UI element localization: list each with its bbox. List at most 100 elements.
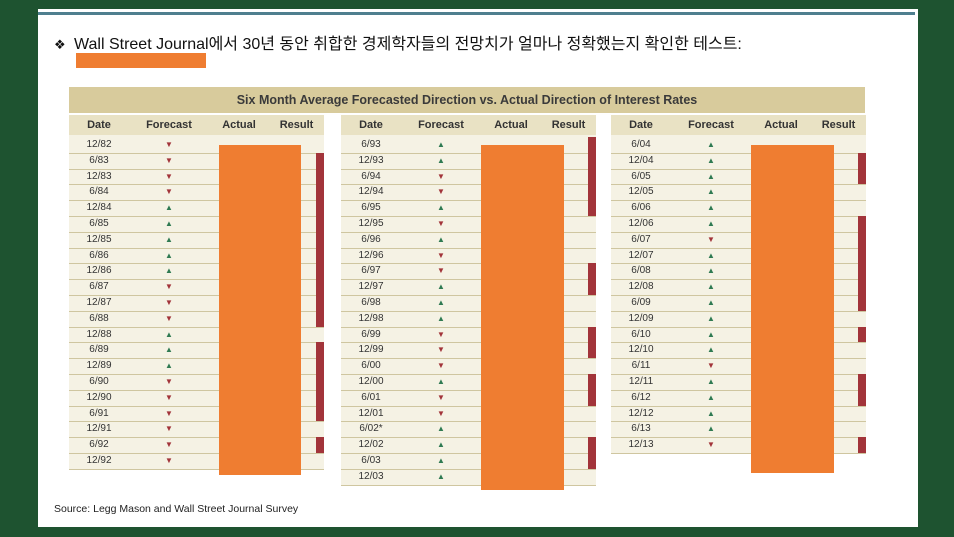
date-cell: 12/90 [86,391,112,403]
table-row: 12/96 ▼ [341,248,596,265]
table-row: 6/11 ▼ [611,358,866,375]
result-bar [588,374,596,406]
header-forecast: Forecast [688,119,734,131]
down-arrow-icon: ▼ [437,345,445,355]
up-arrow-icon: ▲ [707,282,715,292]
table-row: 12/12 ▲ [611,406,866,423]
table-row: 12/01 ▼ [341,406,596,423]
date-cell: 12/04 [628,154,654,166]
date-cell: 6/10 [631,328,651,340]
table-row: 12/03 ▲ [341,469,596,486]
down-arrow-icon: ▼ [165,424,173,434]
table-row: 6/10 ▲ [611,327,866,344]
header-date: Date [629,119,653,131]
date-cell: 6/90 [89,376,109,387]
heading-text: Wall Street Journal에서 30년 동안 취합한 경제학자들의 … [74,36,742,53]
date-cell: 6/13 [631,423,651,435]
date-cell: 12/97 [358,281,384,293]
header-actual: Actual [494,119,528,131]
date-cell: 6/05 [631,170,651,182]
date-cell: 6/01 [361,391,381,403]
table-row: 12/85 ▲ [69,232,324,249]
date-cell: 6/92 [89,439,109,451]
date-cell: 12/93 [358,154,384,166]
result-bar [588,137,596,216]
date-cell: 6/03 [361,455,381,466]
date-cell: 6/95 [361,202,381,214]
down-arrow-icon: ▼ [165,187,173,197]
table-row: 6/99 ▼ [341,327,596,344]
date-cell: 6/86 [89,249,109,261]
date-cell: 12/09 [628,312,654,324]
table-row: 12/98 ▲ [341,311,596,328]
column-header: Date Forecast Actual Result [69,115,324,135]
table-row: 12/06 ▲ [611,216,866,233]
date-cell: 6/88 [89,312,109,324]
down-arrow-icon: ▼ [437,361,445,371]
down-arrow-icon: ▼ [437,219,445,228]
up-arrow-icon: ▲ [165,361,173,371]
up-arrow-icon: ▲ [437,298,445,307]
down-arrow-icon: ▼ [165,171,173,181]
table-row: 6/94 ▼ [341,169,596,186]
table-row: 12/11 ▲ [611,374,866,391]
up-arrow-icon: ▲ [437,140,445,149]
down-arrow-icon: ▼ [165,298,173,307]
up-arrow-icon: ▲ [707,377,715,386]
table-row: 6/12 ▲ [611,390,866,407]
table-row: 12/92 ▼ [69,453,324,470]
table-row: 12/83 ▼ [69,169,324,186]
result-bar [588,263,596,295]
date-cell: 12/12 [628,407,654,419]
date-cell: 6/02* [359,423,383,435]
date-cell: 6/85 [89,218,109,229]
table-row: 6/98 ▲ [341,295,596,312]
table-row: 6/07 ▼ [611,232,866,249]
table-row: 12/09 ▲ [611,311,866,328]
up-arrow-icon: ▲ [437,313,445,323]
table-column-2: Date Forecast Actual Result 6/93 ▲ 12/93 ▲ 6/94 ▼… [341,115,596,490]
table-row: 6/09 ▲ [611,295,866,312]
table-row: 6/93 ▲ [341,137,596,154]
down-arrow-icon: ▼ [437,266,445,276]
table-title: Six Month Average Forecasted Direction v… [69,87,865,113]
diamond-bullet-icon: ❖ [54,37,66,52]
date-cell: 6/96 [361,233,381,245]
result-bar [858,374,866,406]
table-row: 6/13 ▲ [611,421,866,439]
table-row: 12/07 ▲ [611,248,866,265]
table-row: 6/90 ▼ [69,374,324,391]
table-row: 12/93 ▲ [341,153,596,170]
date-cell: 12/91 [86,423,112,435]
up-arrow-icon: ▲ [707,140,715,149]
date-cell: 12/88 [86,328,112,340]
table-row: 6/00 ▼ [341,358,596,375]
date-cell: 6/08 [631,265,651,277]
table-row: 12/99 ▼ [341,342,596,360]
up-arrow-icon: ▲ [707,203,715,213]
up-arrow-icon: ▲ [437,282,445,292]
table-row: 12/04 ▲ [611,153,866,170]
column-header: Date Forecast Actual Result [611,115,866,135]
up-arrow-icon: ▲ [165,329,173,339]
date-cell: 12/13 [628,439,654,451]
redaction-block-actual [481,145,564,490]
up-arrow-icon: ▲ [437,377,445,386]
down-arrow-icon: ▼ [165,408,173,418]
redaction-block-heading [76,53,206,68]
table-column-1: Date Forecast Actual Result 12/82 ▼ 6/83 ▼ 12/83… [69,115,324,475]
up-arrow-icon: ▲ [437,440,445,450]
up-arrow-icon: ▲ [707,313,715,323]
table-row: 6/88 ▼ [69,311,324,328]
heading-line: ❖ Wall Street Journal에서 30년 동안 취합한 경제학자들의… [54,30,742,54]
table-row: 12/05 ▲ [611,184,866,202]
column-header: Date Forecast Actual Result [341,115,596,135]
table-row: 6/92 ▼ [69,437,324,454]
date-cell: 12/08 [628,281,654,293]
header-forecast: Forecast [418,119,464,131]
date-cell: 12/86 [86,265,112,277]
date-cell: 12/00 [358,376,384,387]
up-arrow-icon: ▲ [165,345,173,355]
table-row: 12/87 ▼ [69,295,324,312]
date-cell: 12/03 [358,470,384,482]
